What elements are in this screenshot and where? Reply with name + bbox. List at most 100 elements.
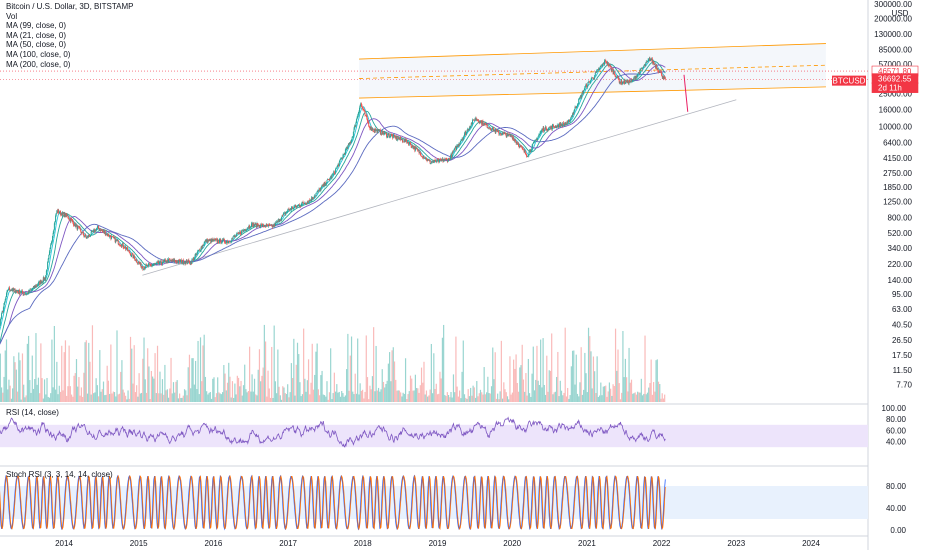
candle	[662, 76, 664, 78]
volume-bar	[560, 390, 563, 402]
candle	[382, 133, 384, 135]
candle	[500, 133, 502, 135]
candle	[581, 93, 583, 98]
candle	[557, 125, 559, 128]
candle	[483, 125, 485, 126]
candle	[355, 123, 357, 127]
volume-bar	[225, 390, 227, 402]
volume-bar	[206, 391, 208, 402]
candle	[13, 289, 15, 291]
volume-bar	[339, 396, 342, 402]
volume-bar	[549, 370, 552, 402]
candle	[595, 72, 597, 73]
volume-bar	[94, 392, 96, 402]
volume-bar	[138, 373, 140, 402]
volume-bar	[53, 325, 55, 402]
candle	[478, 120, 480, 123]
volume-bar	[314, 374, 316, 402]
candle	[619, 81, 621, 84]
volume-bar	[370, 389, 372, 402]
candle	[92, 230, 94, 232]
volume-bar	[376, 390, 378, 402]
candle	[341, 157, 343, 159]
candle	[357, 115, 359, 118]
candle	[398, 137, 400, 140]
candle	[233, 236, 235, 238]
time-tick: 2022	[653, 539, 671, 548]
candle	[447, 160, 449, 162]
candle	[244, 229, 246, 231]
volume-bar	[386, 380, 388, 402]
candle	[180, 259, 182, 261]
volume-bar	[585, 373, 587, 402]
candle	[47, 262, 49, 270]
time-tick: 2015	[130, 539, 148, 548]
candle	[295, 205, 297, 207]
volume-bar	[156, 345, 159, 402]
candle	[42, 277, 44, 282]
price-tick: 1850.00	[883, 183, 912, 192]
candle	[544, 127, 546, 131]
candle	[479, 121, 481, 123]
candle	[104, 231, 106, 236]
volume-bar	[123, 392, 125, 402]
volume-bar	[236, 375, 238, 402]
candle	[537, 136, 539, 138]
volume-bar	[508, 399, 510, 402]
candle	[245, 230, 247, 231]
candle	[200, 247, 202, 251]
volume-bars	[0, 324, 666, 402]
candle	[170, 259, 172, 261]
candle	[37, 284, 39, 286]
candle	[17, 291, 19, 293]
candle	[72, 220, 74, 223]
volume-bar	[106, 365, 108, 402]
price-tick: 11.50	[893, 366, 913, 375]
volume-bar	[563, 392, 565, 402]
volume-bar	[222, 392, 224, 402]
volume-bar	[257, 369, 259, 402]
candle	[220, 239, 222, 244]
candle	[293, 206, 295, 208]
candle	[209, 239, 211, 241]
candle	[269, 224, 271, 226]
volume-bar	[89, 361, 91, 402]
candle	[165, 259, 167, 261]
candle	[169, 259, 171, 261]
candle	[29, 289, 31, 292]
candle	[436, 159, 438, 162]
candle	[23, 293, 25, 295]
volume-bar	[551, 333, 553, 402]
candle	[354, 125, 356, 129]
volume-bar	[164, 364, 166, 402]
volume-bar	[429, 389, 431, 402]
candle	[25, 294, 27, 295]
candle	[598, 69, 600, 71]
candle	[355, 119, 357, 124]
candle	[233, 236, 235, 238]
candle	[605, 60, 607, 63]
candle	[432, 161, 434, 163]
candle	[77, 226, 79, 228]
candle	[224, 242, 226, 243]
candle	[651, 58, 653, 63]
candle	[321, 185, 323, 187]
candle	[289, 209, 291, 210]
candle	[285, 212, 287, 213]
candle	[32, 287, 34, 290]
price-tick: 800.00	[888, 213, 913, 222]
volume-bar	[241, 395, 243, 402]
volume-bar	[544, 394, 547, 402]
candle	[615, 77, 617, 78]
channel-mid	[359, 64, 826, 79]
candle	[281, 216, 283, 221]
volume-bar	[556, 376, 558, 402]
candle	[182, 259, 184, 264]
candle	[438, 159, 440, 163]
candle	[575, 107, 577, 109]
candle	[230, 241, 232, 242]
candle	[2, 311, 4, 312]
candle	[512, 137, 514, 140]
candle	[21, 290, 23, 293]
